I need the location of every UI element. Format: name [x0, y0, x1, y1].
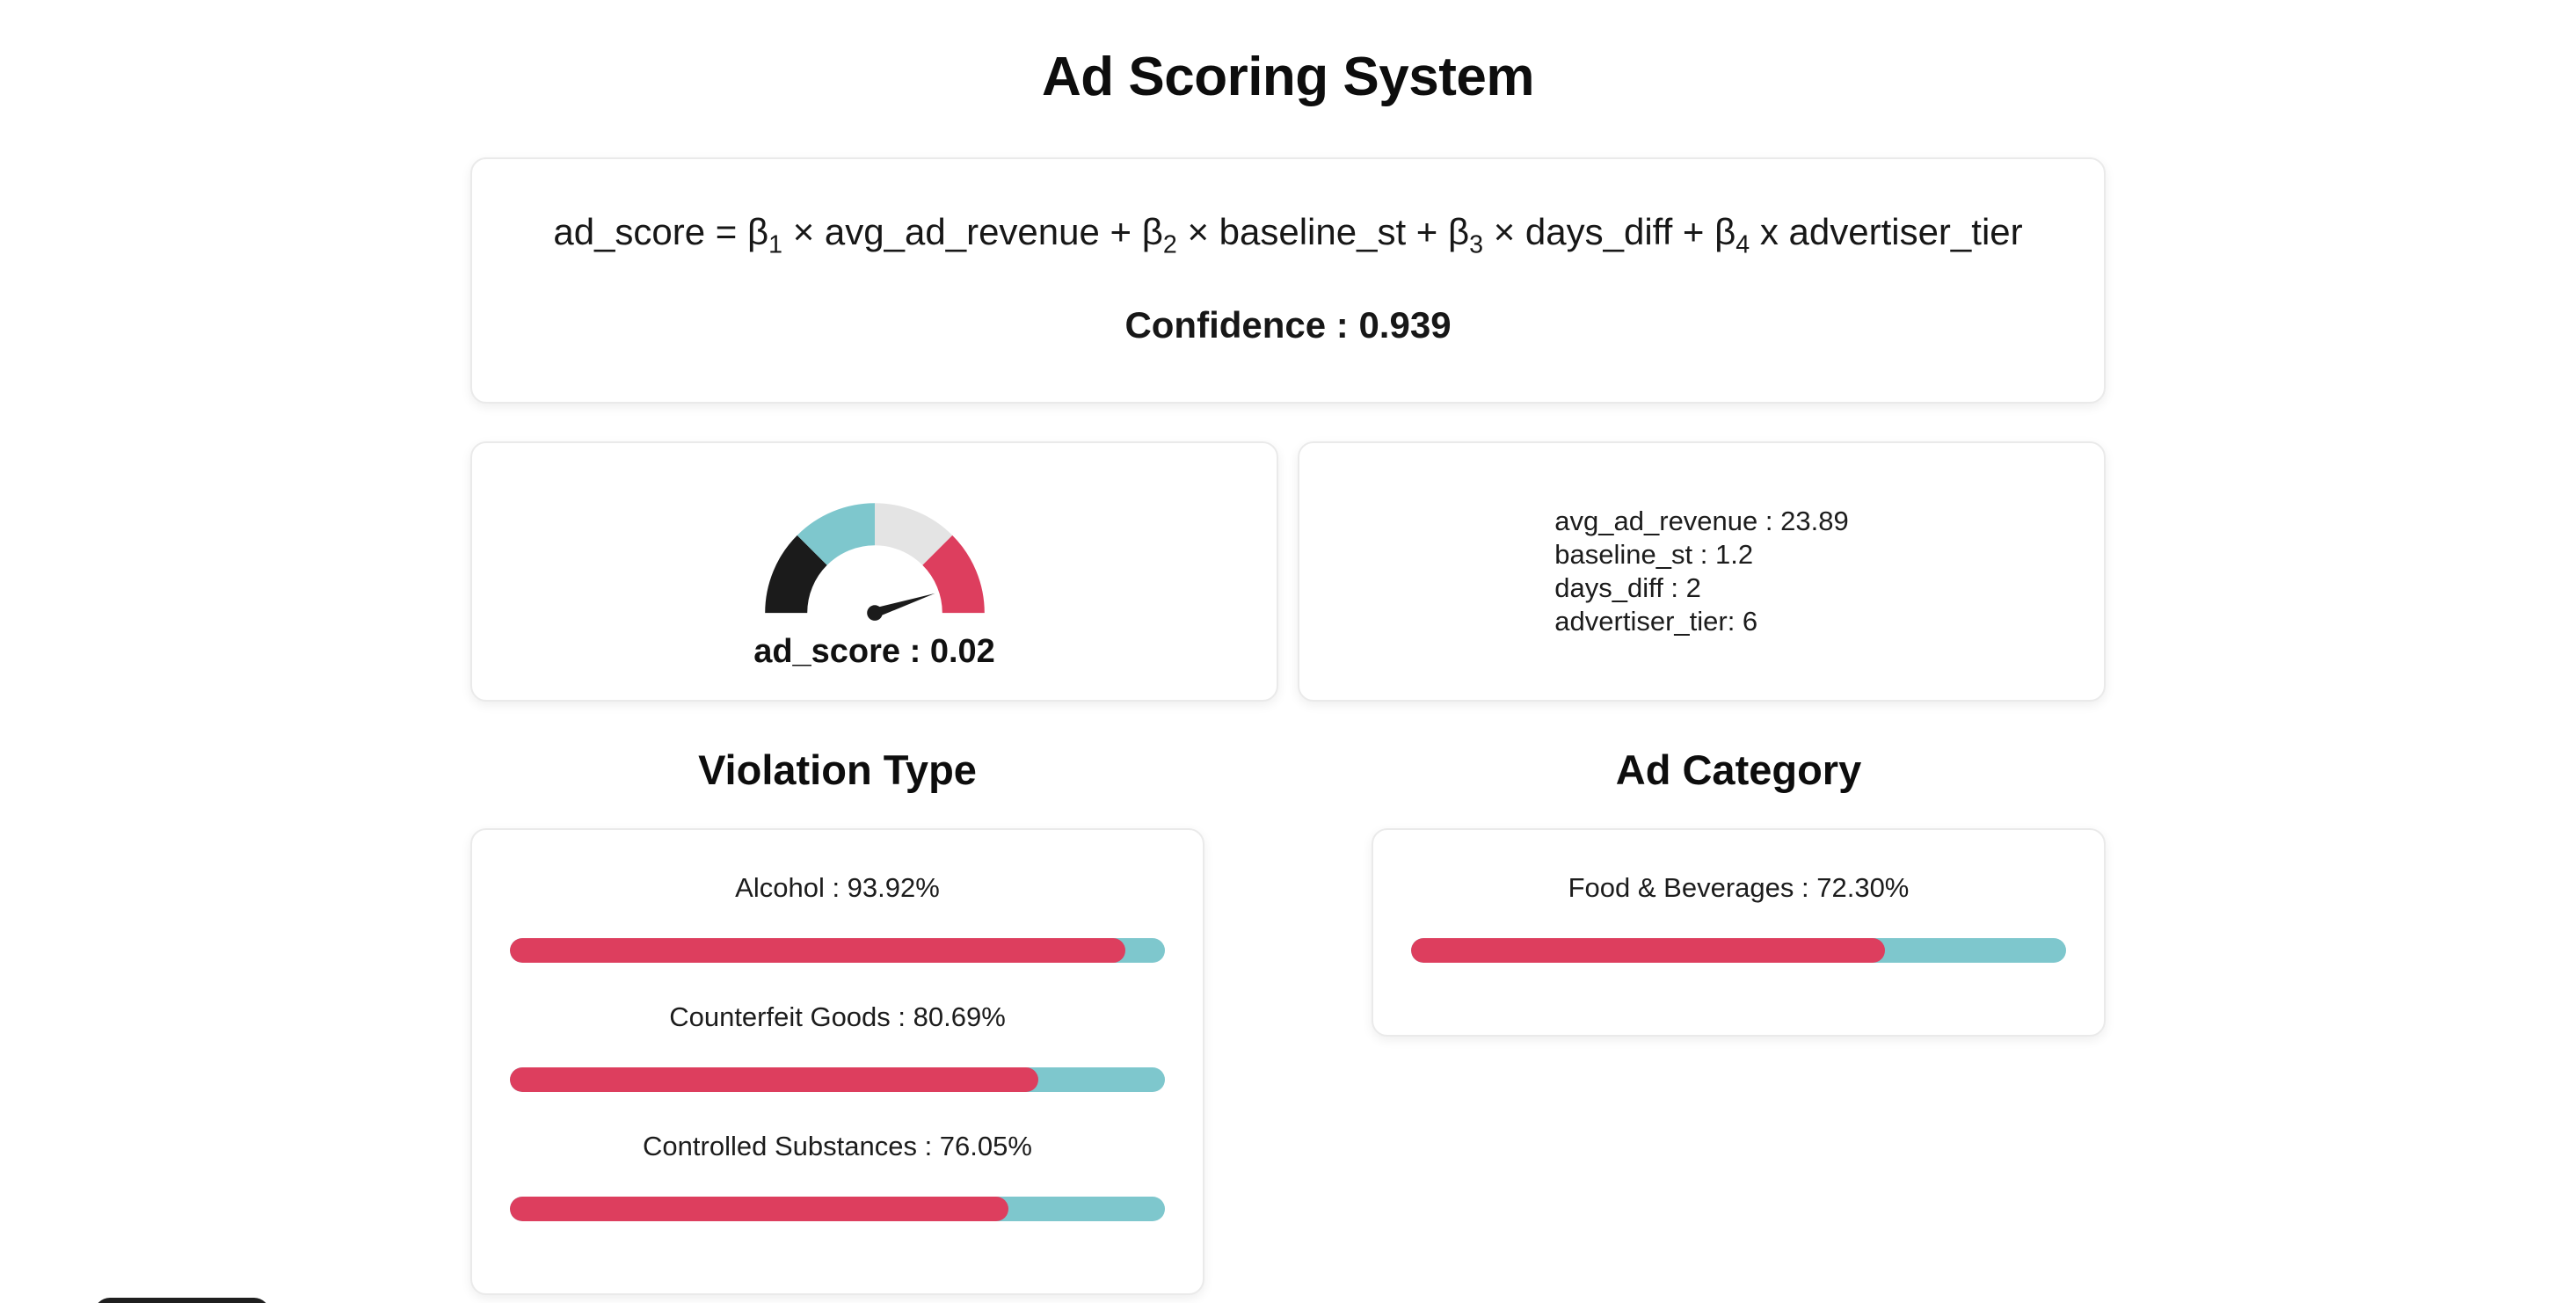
model-inputs-list: avg_ad_revenue : 23.89 baseline_st : 1.2… [1554, 505, 1848, 638]
formula-part: × avg_ad_revenue + β [782, 211, 1163, 252]
gauge-segment-1 [764, 535, 827, 614]
bar-group-controlled-substances: Controlled Substances : 76.05% [510, 1130, 1165, 1222]
corner-overlay [94, 1298, 270, 1303]
formula-subscript: 1 [768, 230, 783, 259]
formula-part: × baseline_st + β [1176, 211, 1470, 252]
gauge-segment-4 [921, 535, 985, 614]
model-inputs-card: avg_ad_revenue : 23.89 baseline_st : 1.2… [1298, 441, 2106, 702]
gauge-card: ad_score : 0.02 [470, 441, 1278, 702]
bar-group-counterfeit-goods: Counterfeit Goods : 80.69% [510, 1001, 1165, 1093]
gauge-score-label: ad_score : 0.02 [753, 633, 995, 671]
bar-fill [510, 1197, 1008, 1222]
main-content: ad_score = β1 × avg_ad_revenue + β2 × ba… [470, 157, 2106, 1296]
ad-score-gauge-chart [764, 503, 985, 622]
bar-label: Alcohol : 93.92% [735, 872, 940, 904]
gauge-segment-2 [797, 503, 875, 566]
bar-track [510, 938, 1165, 964]
score-row: ad_score : 0.02 avg_ad_revenue : 23.89 b… [470, 441, 2106, 702]
categories-row: Violation Type Alcohol : 93.92% Counterf… [470, 746, 2106, 1296]
bar-fill [1411, 938, 1885, 964]
gauge-needle [872, 593, 935, 618]
gauge-needle-pivot [866, 605, 883, 622]
bar-fill [510, 1067, 1039, 1093]
bar-fill [510, 938, 1125, 964]
violation-type-title: Violation Type [698, 746, 977, 794]
input-baseline-st: baseline_st : 1.2 [1554, 539, 1754, 571]
ad-category-card: Food & Beverages : 72.30% [1372, 828, 2106, 1037]
bar-track [510, 1067, 1165, 1093]
input-avg-ad-revenue: avg_ad_revenue : 23.89 [1554, 506, 1849, 537]
violation-type-card: Alcohol : 93.92% Counterfeit Goods : 80.… [470, 828, 1204, 1296]
formula-card: ad_score = β1 × avg_ad_revenue + β2 × ba… [470, 157, 2106, 404]
ad-category-title: Ad Category [1615, 746, 1862, 794]
formula-part: ad_score = β [553, 211, 769, 252]
formula-subscript: 4 [1736, 230, 1750, 259]
bar-label: Food & Beverages : 72.30% [1568, 872, 1910, 904]
violation-section: Violation Type Alcohol : 93.92% Counterf… [470, 746, 1278, 1296]
input-advertiser-tier: advertiser_tier: 6 [1554, 606, 1758, 637]
formula-subscript: 3 [1469, 230, 1484, 259]
bar-label: Counterfeit Goods : 80.69% [669, 1001, 1006, 1033]
bar-group-alcohol: Alcohol : 93.92% [510, 871, 1165, 964]
formula-part: x advertiser_tier [1750, 211, 2023, 252]
confidence-value: Confidence : 0.939 [1124, 304, 1452, 346]
bar-track [510, 1197, 1165, 1222]
ad-score-formula: ad_score = β1 × avg_ad_revenue + β2 × ba… [507, 210, 2069, 266]
bar-track [1411, 938, 2066, 964]
page-title: Ad Scoring System [1042, 47, 1534, 107]
bar-label: Controlled Substances : 76.05% [643, 1131, 1032, 1162]
input-days-diff: days_diff : 2 [1554, 572, 1701, 604]
bar-group-food-beverages: Food & Beverages : 72.30% [1411, 871, 2066, 964]
formula-subscript: 2 [1162, 230, 1177, 259]
gauge-segment-3 [874, 503, 952, 566]
ad-category-section: Ad Category Food & Beverages : 72.30% [1298, 746, 2106, 1295]
formula-part: × days_diff + β [1483, 211, 1736, 252]
